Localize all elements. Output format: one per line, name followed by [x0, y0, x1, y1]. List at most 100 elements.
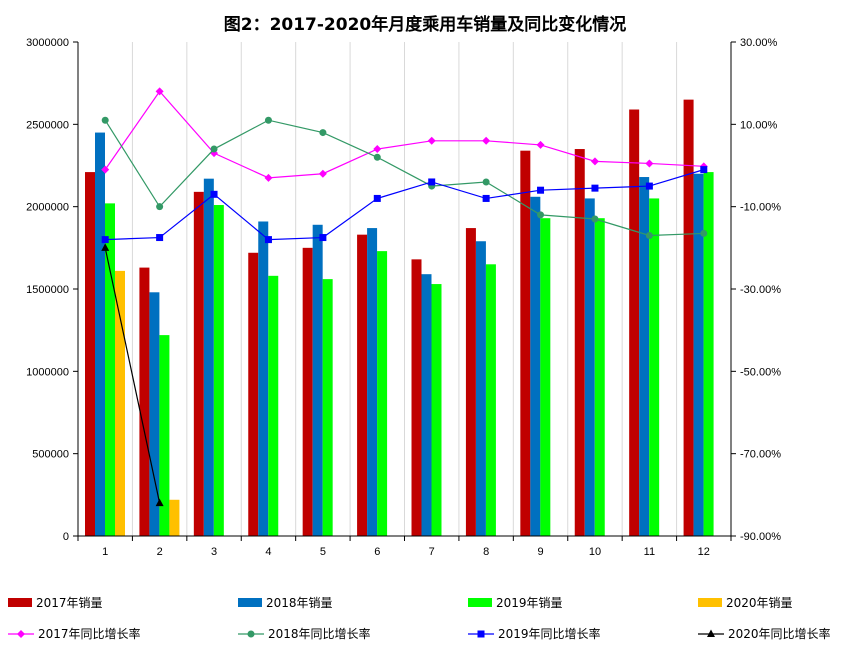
legend-label: 2018年销量: [266, 596, 333, 610]
line-point-2: [210, 190, 218, 198]
legend-swatch-bar: [698, 598, 722, 607]
bar-2-9: [540, 218, 551, 536]
line-point-1: [210, 145, 218, 153]
line-point-0: [264, 173, 273, 182]
bar-0-5: [302, 247, 313, 537]
bar-1-4: [258, 221, 269, 536]
bar-2-2: [159, 335, 170, 536]
line-point-2: [700, 166, 708, 174]
bar-0-4: [248, 252, 259, 537]
x-tick-label: 7: [429, 546, 435, 558]
x-tick-label: 6: [374, 546, 380, 558]
line-series-3: [104, 247, 161, 504]
bar-1-11: [639, 177, 650, 536]
x-tick-label: 1: [102, 546, 108, 558]
legend-swatch-marker: [477, 630, 485, 638]
legend-swatch-marker: [247, 630, 255, 638]
axes: 0 500000 1000000 1500000 2000000 2500000 30000…: [26, 37, 781, 558]
legend-label: 2019年同比增长率: [498, 626, 601, 641]
y-left-tick-label: 0: [63, 531, 69, 543]
bar-3-2: [169, 499, 180, 536]
line-point-3: [155, 498, 164, 507]
bar-1-1: [95, 132, 105, 537]
bar-2-11: [649, 198, 660, 536]
bar-0-12: [683, 99, 694, 536]
legend-label: 2017年同比增长率: [38, 626, 141, 641]
x-tick-label: 3: [211, 546, 217, 558]
legend-swatch-marker: [707, 629, 715, 637]
y-left-tick-label: 3000000: [26, 37, 69, 49]
line-point-2: [482, 194, 490, 202]
line-point-1: [482, 178, 490, 186]
line-point-0: [155, 87, 164, 96]
bar-0-10: [574, 149, 585, 537]
bar-2-12: [703, 172, 714, 536]
chart-title: 图2：2017-2020年月度乘用车销量及同比变化情况: [224, 14, 627, 35]
x-tick-label: 9: [537, 546, 543, 558]
bar-1-5: [312, 224, 323, 536]
bar-0-2: [139, 267, 150, 536]
bar-1-12: [693, 173, 704, 536]
bar-2-6: [377, 251, 388, 537]
bar-0-11: [629, 109, 640, 536]
line-point-0: [373, 145, 382, 154]
lines: [101, 87, 708, 507]
line-point-2: [428, 178, 436, 186]
x-tick-label: 4: [265, 546, 271, 558]
line-point-0: [101, 165, 110, 174]
line-point-1: [537, 211, 545, 219]
line-point-3: [101, 243, 110, 251]
y-left-tick-label: 500000: [32, 449, 69, 461]
bar-1-2: [149, 292, 160, 536]
line-point-1: [156, 203, 164, 211]
legend-swatch-bar: [238, 598, 262, 607]
line-point-1: [700, 229, 708, 237]
line-point-2: [156, 234, 164, 242]
bar-2-8: [485, 264, 496, 536]
bars: [85, 99, 714, 537]
x-tick-label: 2: [157, 546, 163, 558]
y-right-tick-label: -10.00%: [740, 202, 781, 214]
bar-1-9: [530, 196, 541, 536]
line-point-0: [536, 140, 545, 149]
line-point-0: [482, 136, 491, 145]
bar-2-7: [431, 284, 442, 536]
legend-swatch-bar: [468, 598, 492, 607]
y-left-tick-label: 2000000: [26, 202, 69, 214]
line-point-0: [590, 157, 599, 166]
line-series-0: [104, 90, 704, 179]
bar-1-8: [475, 241, 486, 536]
line-point-2: [537, 186, 545, 194]
line-point-2: [645, 182, 653, 190]
y-right-tick-label: -50.00%: [740, 366, 781, 378]
line-point-0: [645, 159, 654, 168]
bar-0-8: [465, 228, 476, 536]
x-tick-label: 11: [644, 546, 655, 558]
bar-1-3: [203, 178, 214, 536]
line-point-2: [319, 234, 327, 242]
legend-label: 2017年销量: [36, 596, 103, 610]
line-series-2: [105, 169, 704, 241]
bar-2-1: [105, 203, 115, 536]
legend-label: 2018年同比增长率: [268, 626, 371, 641]
y-right-tick-label: 30.00%: [740, 37, 778, 49]
y-right-tick-label: -30.00%: [740, 284, 781, 296]
x-tick-label: 10: [589, 546, 601, 558]
line-point-2: [373, 194, 381, 202]
line-point-2: [101, 236, 109, 244]
line-point-1: [645, 231, 653, 239]
line-point-0: [427, 136, 436, 145]
bar-2-10: [594, 218, 605, 536]
legend-label: 2020年同比增长率: [728, 626, 831, 641]
y-left-tick-label: 1000000: [26, 366, 69, 378]
y-right-tick-label: 10.00%: [740, 119, 778, 131]
x-tick-label: 12: [698, 546, 710, 558]
legend-swatch-marker: [17, 630, 25, 638]
y-right-tick-label: -90.00%: [740, 531, 781, 543]
bar-0-6: [357, 234, 368, 536]
bar-3-1: [115, 270, 125, 536]
legend-label: 2019年销量: [496, 596, 563, 610]
line-series-1: [104, 119, 704, 237]
line-point-2: [264, 236, 272, 244]
